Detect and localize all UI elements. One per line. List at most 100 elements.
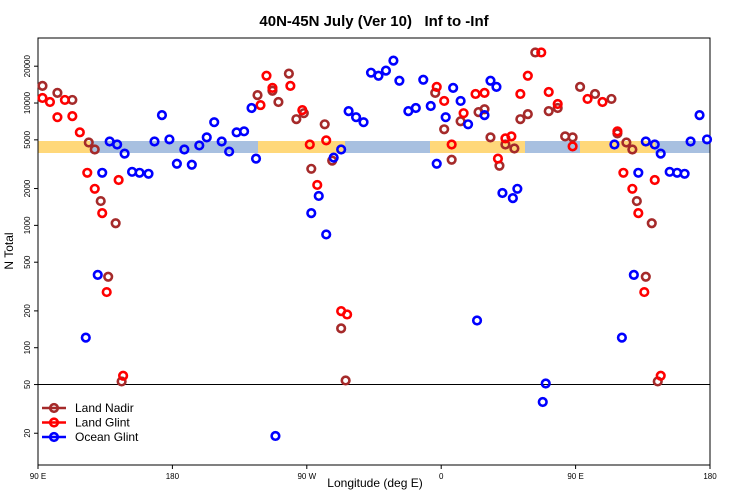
- data-point: [101, 286, 112, 298]
- data-point: [540, 378, 551, 389]
- y-tick-label: 20000: [23, 55, 32, 78]
- data-point: [83, 137, 94, 148]
- data-point: [250, 153, 262, 164]
- data-point: [118, 370, 129, 381]
- data-point: [37, 92, 48, 104]
- data-point: [80, 332, 91, 343]
- data-point: [97, 167, 108, 178]
- data-point: [321, 135, 332, 146]
- data-point: [640, 271, 651, 282]
- data-point: [470, 88, 481, 100]
- data-point: [440, 112, 451, 123]
- data-point: [485, 132, 496, 143]
- data-point: [685, 136, 696, 147]
- data-point: [380, 65, 392, 76]
- data-point: [285, 80, 296, 92]
- data-point: [446, 139, 457, 150]
- y-tick-label: 5000: [23, 130, 32, 148]
- data-point: [37, 80, 48, 92]
- x-tick-label: 90 E: [30, 472, 46, 481]
- data-point: [74, 127, 85, 138]
- data-point: [358, 117, 369, 128]
- data-point: [543, 106, 554, 117]
- data-point: [655, 148, 666, 159]
- y-tick-label: 1000: [23, 216, 32, 234]
- data-point: [458, 108, 469, 119]
- data-point: [340, 375, 351, 386]
- legend-marker: [48, 431, 60, 443]
- data-point: [328, 152, 339, 163]
- data-point: [621, 137, 632, 148]
- y-tick-label: 50: [23, 380, 32, 389]
- data-point: [509, 143, 520, 154]
- data-point: [252, 90, 263, 101]
- data-point: [297, 105, 308, 116]
- data-point: [512, 183, 523, 194]
- data-point: [536, 47, 547, 58]
- data-point: [485, 75, 496, 86]
- legend-label: Land Nadir: [75, 401, 134, 415]
- data-point: [149, 136, 160, 147]
- y-axis-label: N Total: [2, 232, 16, 269]
- data-point: [537, 396, 548, 408]
- data-point: [82, 167, 93, 178]
- data-point: [103, 271, 114, 282]
- data-point: [343, 106, 354, 117]
- data-point: [694, 110, 705, 121]
- data-point: [471, 315, 483, 326]
- data-point: [639, 286, 650, 298]
- legend-label: Land Glint: [75, 416, 130, 430]
- data-point: [321, 229, 332, 240]
- data-point: [500, 139, 511, 150]
- data-point: [270, 430, 281, 442]
- data-point: [567, 141, 578, 152]
- data-point: [97, 207, 108, 219]
- data-point: [52, 87, 63, 98]
- data-point: [582, 93, 593, 105]
- data-point: [574, 81, 586, 92]
- band-ocean: [345, 141, 430, 153]
- data-point: [479, 87, 490, 98]
- data-point: [431, 158, 442, 169]
- y-tick-label: 100: [23, 340, 32, 354]
- data-point: [633, 167, 644, 178]
- data-point: [261, 70, 272, 81]
- y-tick-label: 200: [23, 304, 32, 318]
- band-land: [258, 141, 345, 153]
- data-point: [627, 183, 638, 194]
- data-point: [67, 111, 78, 122]
- data-point: [649, 139, 660, 150]
- x-tick-label: 0: [439, 472, 444, 481]
- x-tick-label: 180: [166, 472, 180, 481]
- data-point: [491, 81, 502, 92]
- data-point: [589, 88, 601, 100]
- band-land: [38, 141, 90, 153]
- data-point: [89, 183, 100, 194]
- data-point: [567, 132, 578, 143]
- data-point: [312, 179, 323, 191]
- data-point: [216, 136, 227, 147]
- data-point: [597, 96, 608, 108]
- data-point: [492, 153, 504, 164]
- band-ocean: [525, 141, 580, 153]
- data-point: [609, 139, 620, 150]
- surface-band: [38, 141, 710, 153]
- data-point: [446, 154, 457, 165]
- data-point: [224, 146, 235, 157]
- data-point: [186, 159, 197, 170]
- data-point: [313, 190, 324, 202]
- data-point: [497, 187, 508, 199]
- data-point: [246, 102, 257, 114]
- data-point: [59, 94, 70, 106]
- y-tick-label: 500: [23, 255, 32, 269]
- data-point: [410, 102, 421, 114]
- data-point: [431, 81, 442, 92]
- data-point: [425, 100, 436, 112]
- data-point: [255, 99, 266, 111]
- data-point: [628, 269, 639, 280]
- data-point: [119, 148, 130, 159]
- data-point: [522, 109, 533, 120]
- data-point: [627, 144, 638, 155]
- data-point: [439, 95, 450, 107]
